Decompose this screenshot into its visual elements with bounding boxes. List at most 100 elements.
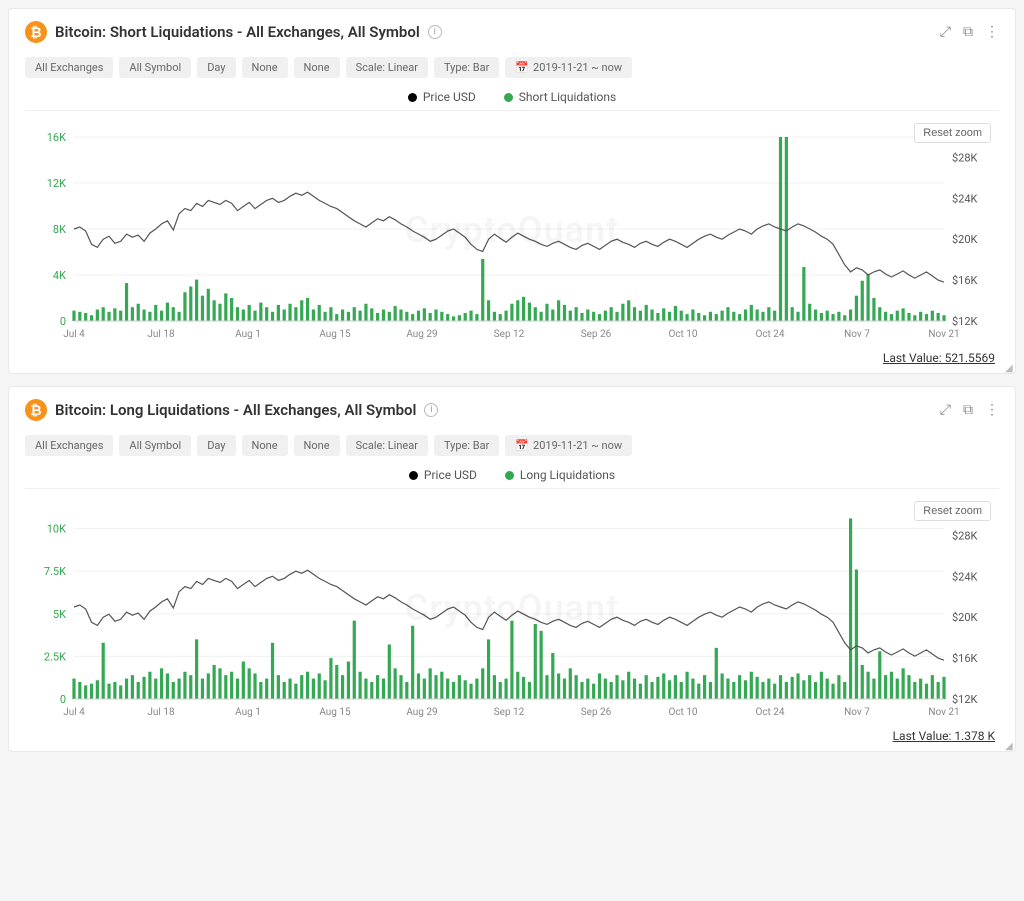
filter-chip[interactable]: None xyxy=(294,57,340,78)
reset-zoom-button[interactable]: Reset zoom xyxy=(914,123,991,143)
filter-chip[interactable]: None xyxy=(242,57,288,78)
legend: Price USD Short Liquidations xyxy=(25,90,999,104)
svg-text:$28K: $28K xyxy=(952,151,978,164)
filter-chip[interactable]: Day xyxy=(197,57,235,78)
svg-text:Aug 29: Aug 29 xyxy=(406,707,437,718)
legend-label: Price USD xyxy=(423,90,476,104)
date-range-label: 2019-11-21 ~ now xyxy=(533,439,622,452)
svg-text:$20K: $20K xyxy=(952,611,978,624)
filter-chip[interactable]: None xyxy=(242,435,288,456)
info-icon[interactable]: i xyxy=(424,403,438,417)
svg-text:$12K: $12K xyxy=(952,693,978,706)
svg-text:$24K: $24K xyxy=(952,192,978,205)
chart-area[interactable]: Reset zoomCryptoQuant04K8K12K16K$12K$16K… xyxy=(25,110,999,349)
svg-text:Nov 7: Nov 7 xyxy=(844,707,870,718)
svg-text:$24K: $24K xyxy=(952,570,978,583)
filter-chip[interactable]: None xyxy=(294,435,340,456)
chart-panel-short: ₿ Bitcoin: Short Liquidations - All Excha… xyxy=(8,8,1016,374)
filter-chip[interactable]: All Symbol xyxy=(119,57,191,78)
date-range-chip[interactable]: 📅 2019-11-21 ~ now xyxy=(505,57,632,78)
legend-dot-icon xyxy=(505,471,514,480)
svg-text:Oct 24: Oct 24 xyxy=(755,329,784,340)
legend-dot-icon xyxy=(504,93,513,102)
date-range-chip[interactable]: 📅 2019-11-21 ~ now xyxy=(505,435,632,456)
svg-text:7.5K: 7.5K xyxy=(44,565,66,578)
svg-text:4K: 4K xyxy=(53,269,66,282)
panel-actions: ⤢ ⧉ ⋮ xyxy=(940,24,999,40)
calendar-icon: 📅 xyxy=(515,439,529,452)
svg-text:$28K: $28K xyxy=(952,529,978,542)
panel-header: ₿ Bitcoin: Long Liquidations - All Exchan… xyxy=(25,399,999,421)
bitcoin-icon: ₿ xyxy=(25,21,47,43)
filter-chip[interactable]: Scale: Linear xyxy=(346,435,428,456)
filter-chip[interactable]: All Exchanges xyxy=(25,435,113,456)
svg-text:Sep 26: Sep 26 xyxy=(581,707,612,718)
filter-chip[interactable]: Type: Bar xyxy=(434,57,499,78)
legend-dot-icon xyxy=(409,471,418,480)
more-icon[interactable]: ⋮ xyxy=(985,24,999,40)
legend-label: Long Liquidations xyxy=(520,468,615,482)
svg-text:$16K: $16K xyxy=(952,652,978,665)
popout-icon[interactable]: ⧉ xyxy=(963,402,973,418)
panel-actions: ⤢ ⧉ ⋮ xyxy=(940,402,999,418)
svg-text:Aug 1: Aug 1 xyxy=(235,329,261,340)
svg-text:Sep 12: Sep 12 xyxy=(494,707,525,718)
svg-text:10K: 10K xyxy=(47,523,66,536)
svg-text:$16K: $16K xyxy=(952,274,978,287)
panel-title: Bitcoin: Long Liquidations - All Exchang… xyxy=(55,401,416,419)
expand-icon[interactable]: ⤢ xyxy=(940,402,951,418)
reset-zoom-button[interactable]: Reset zoom xyxy=(914,501,991,521)
legend-item[interactable]: Short Liquidations xyxy=(504,90,616,104)
svg-text:$20K: $20K xyxy=(952,233,978,246)
svg-text:Aug 15: Aug 15 xyxy=(319,707,351,718)
resize-handle-icon[interactable]: ◢ xyxy=(1005,741,1015,751)
svg-text:Nov 7: Nov 7 xyxy=(844,329,870,340)
panel-title: Bitcoin: Short Liquidations - All Exchan… xyxy=(55,23,420,41)
svg-text:0: 0 xyxy=(60,315,66,328)
chart-panel-long: ₿ Bitcoin: Long Liquidations - All Exchan… xyxy=(8,386,1016,752)
filter-chip[interactable]: Day xyxy=(197,435,235,456)
popout-icon[interactable]: ⧉ xyxy=(963,24,973,40)
svg-text:$12K: $12K xyxy=(952,315,978,328)
chart-area[interactable]: Reset zoomCryptoQuant02.5K5K7.5K10K$12K$… xyxy=(25,488,999,727)
legend: Price USD Long Liquidations xyxy=(25,468,999,482)
resize-handle-icon[interactable]: ◢ xyxy=(1005,363,1015,373)
date-range-label: 2019-11-21 ~ now xyxy=(533,61,622,74)
info-icon[interactable]: i xyxy=(428,25,442,39)
svg-text:Oct 24: Oct 24 xyxy=(755,707,784,718)
filter-row: All Exchanges All Symbol Day None None Scale:… xyxy=(25,435,999,456)
legend-dot-icon xyxy=(408,93,417,102)
legend-item[interactable]: Price USD xyxy=(408,90,476,104)
svg-text:8K: 8K xyxy=(53,223,66,236)
bitcoin-icon: ₿ xyxy=(25,399,47,421)
legend-item[interactable]: Price USD xyxy=(409,468,477,482)
filter-chip[interactable]: All Exchanges xyxy=(25,57,113,78)
svg-text:2.5K: 2.5K xyxy=(44,650,66,663)
legend-item[interactable]: Long Liquidations xyxy=(505,468,615,482)
svg-text:Nov 21: Nov 21 xyxy=(928,329,959,340)
svg-text:Aug 29: Aug 29 xyxy=(406,329,437,340)
filter-chip[interactable]: Type: Bar xyxy=(434,435,499,456)
svg-text:Sep 26: Sep 26 xyxy=(581,329,612,340)
filter-row: All Exchanges All Symbol Day None None Scale:… xyxy=(25,57,999,78)
svg-text:16K: 16K xyxy=(47,131,66,144)
expand-icon[interactable]: ⤢ xyxy=(940,24,951,40)
svg-text:5K: 5K xyxy=(53,608,66,621)
filter-chip[interactable]: All Symbol xyxy=(119,435,191,456)
svg-text:Aug 15: Aug 15 xyxy=(319,329,351,340)
svg-text:Sep 12: Sep 12 xyxy=(494,329,525,340)
svg-text:Nov 21: Nov 21 xyxy=(928,707,959,718)
svg-text:Jul 4: Jul 4 xyxy=(63,707,85,718)
svg-text:Aug 1: Aug 1 xyxy=(235,707,261,718)
svg-text:12K: 12K xyxy=(47,177,66,190)
panel-header: ₿ Bitcoin: Short Liquidations - All Excha… xyxy=(25,21,999,43)
calendar-icon: 📅 xyxy=(515,61,529,74)
svg-text:Oct 10: Oct 10 xyxy=(668,707,697,718)
svg-text:Oct 10: Oct 10 xyxy=(668,329,697,340)
more-icon[interactable]: ⋮ xyxy=(985,402,999,418)
svg-text:Jul 18: Jul 18 xyxy=(147,329,175,340)
filter-chip[interactable]: Scale: Linear xyxy=(346,57,428,78)
last-value[interactable]: Last Value: 521.5569 xyxy=(25,351,999,365)
legend-label: Price USD xyxy=(424,468,477,482)
last-value[interactable]: Last Value: 1.378 K xyxy=(25,729,999,743)
